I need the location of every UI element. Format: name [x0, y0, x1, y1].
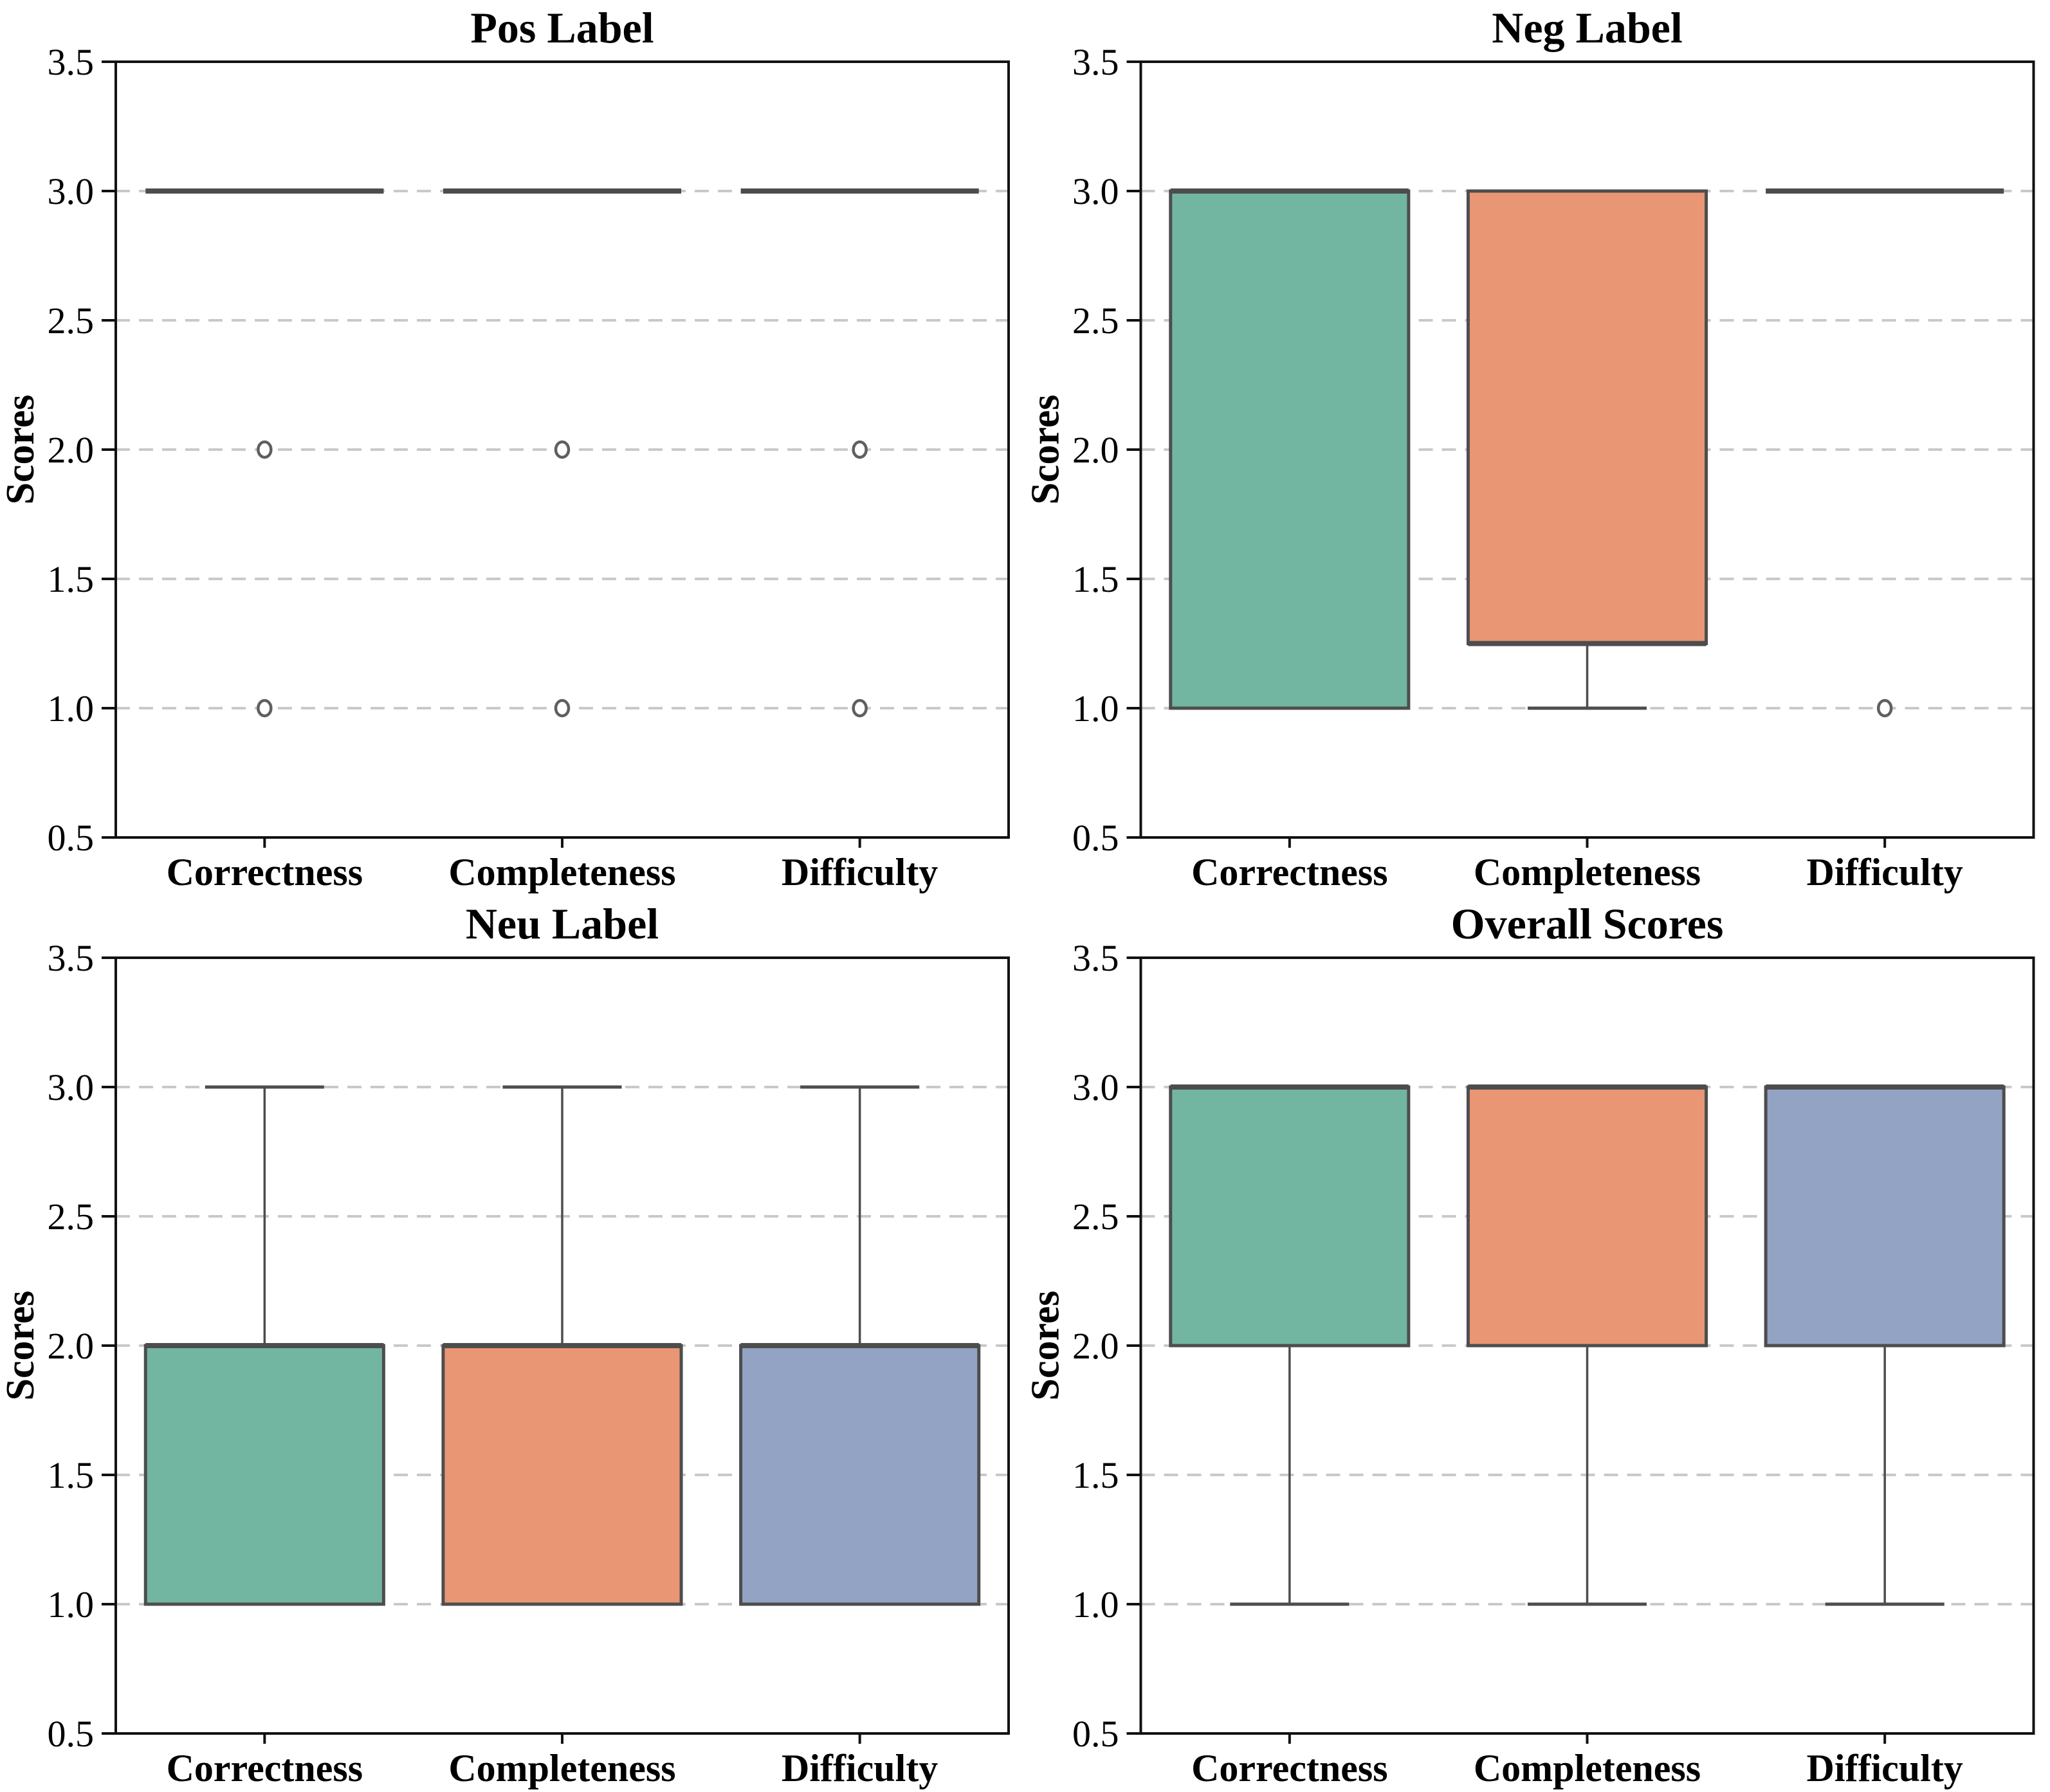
outlier-marker [554, 440, 571, 459]
box [1466, 189, 1708, 645]
y-tick-label: 3.5 [1072, 937, 1119, 979]
y-tick-label: 2.5 [1072, 1196, 1119, 1238]
chart-title: Overall Scores [1451, 899, 1724, 948]
y-tick-label: 1.5 [48, 1454, 95, 1496]
y-tick-label: 1.5 [1072, 558, 1119, 600]
y-tick-label: 1.0 [48, 1584, 95, 1625]
outlier-marker [257, 699, 273, 718]
y-axis-label: Scores [0, 394, 42, 504]
boxplot-pos-label: 0.5 1.0 1.5 2.0 2.5 3.0 3.5 Correctness Complete… [0, 3, 1010, 893]
y-axis-label: Scores [1025, 1290, 1068, 1400]
y-tick-label: 2.5 [1072, 300, 1119, 342]
y-tick-label: 3.5 [48, 937, 95, 979]
y-axis-label: Scores [1025, 394, 1068, 504]
y-tick-label: 2.5 [48, 1196, 95, 1238]
chart-title: Pos Label [470, 3, 654, 52]
panel-overall-scores: 0.5 1.0 1.5 2.0 2.5 3.0 3.5 Correctness Complete… [1025, 896, 2050, 1792]
y-tick-label: 3.0 [48, 170, 95, 212]
y-tick-label: 2.0 [1072, 1325, 1119, 1367]
boxplot-neu-label: 0.5 1.0 1.5 2.0 2.5 3.0 3.5 Correctness Complete… [0, 899, 1010, 1789]
chart-title: Neu Label [466, 899, 659, 948]
box [1169, 1085, 1411, 1348]
outlier-marker [852, 699, 868, 718]
y-tick-label: 3.5 [48, 41, 95, 83]
y-tick-label: 3.0 [1072, 170, 1119, 212]
outlier-marker [257, 440, 273, 459]
y-tick-label: 3.0 [48, 1066, 95, 1108]
y-axis-label: Scores [0, 1290, 42, 1400]
outlier-marker [852, 440, 868, 459]
chart-title: Neg Label [1492, 3, 1683, 52]
y-tick-label: 2.0 [48, 1325, 95, 1367]
box [739, 1344, 981, 1606]
outlier-marker [1876, 699, 1893, 718]
boxplot-neg-label: 0.5 1.0 1.5 2.0 2.5 3.0 3.5 Correctness Complete… [1025, 3, 2035, 893]
x-category-label: Difficulty [1807, 851, 1963, 893]
y-tick-label: 0.5 [1072, 1713, 1119, 1755]
box [1169, 189, 1411, 710]
x-category-label: Correctness [167, 1747, 363, 1789]
x-category-label: Completeness [1474, 851, 1701, 893]
y-tick-label: 1.0 [48, 688, 95, 729]
y-tick-label: 3.5 [1072, 41, 1119, 83]
box [143, 1344, 385, 1606]
panel-neu-label: 0.5 1.0 1.5 2.0 2.5 3.0 3.5 Correctness Complete… [0, 896, 1025, 1792]
x-category-label: Completeness [448, 1747, 675, 1789]
y-tick-label: 2.5 [48, 300, 95, 342]
y-tick-label: 3.0 [1072, 1066, 1119, 1108]
y-tick-label: 1.5 [1072, 1454, 1119, 1496]
x-category-label: Correctness [1191, 1747, 1387, 1789]
y-tick-label: 1.0 [1072, 688, 1119, 729]
y-tick-label: 2.0 [1072, 429, 1119, 471]
box [1466, 1085, 1708, 1348]
panel-pos-label: 0.5 1.0 1.5 2.0 2.5 3.0 3.5 Correctness Complete… [0, 0, 1025, 896]
x-category-label: Difficulty [782, 851, 938, 893]
x-category-label: Correctness [167, 851, 363, 893]
box [1764, 1085, 2006, 1348]
x-category-label: Correctness [1191, 851, 1387, 893]
y-tick-label: 0.5 [48, 817, 95, 859]
panel-neg-label: 0.5 1.0 1.5 2.0 2.5 3.0 3.5 Correctness Complete… [1025, 0, 2050, 896]
x-category-label: Completeness [1474, 1747, 1701, 1789]
box [441, 1344, 683, 1606]
x-category-label: Difficulty [782, 1747, 938, 1789]
boxplot-overall-scores: 0.5 1.0 1.5 2.0 2.5 3.0 3.5 Correctness Complete… [1025, 899, 2035, 1789]
outlier-marker [554, 699, 571, 718]
y-tick-label: 2.0 [48, 429, 95, 471]
y-tick-label: 1.0 [1072, 1584, 1119, 1625]
y-tick-label: 0.5 [1072, 817, 1119, 859]
y-tick-label: 0.5 [48, 1713, 95, 1755]
x-category-label: Completeness [448, 851, 675, 893]
x-category-label: Difficulty [1807, 1747, 1963, 1789]
y-tick-label: 1.5 [48, 558, 95, 600]
